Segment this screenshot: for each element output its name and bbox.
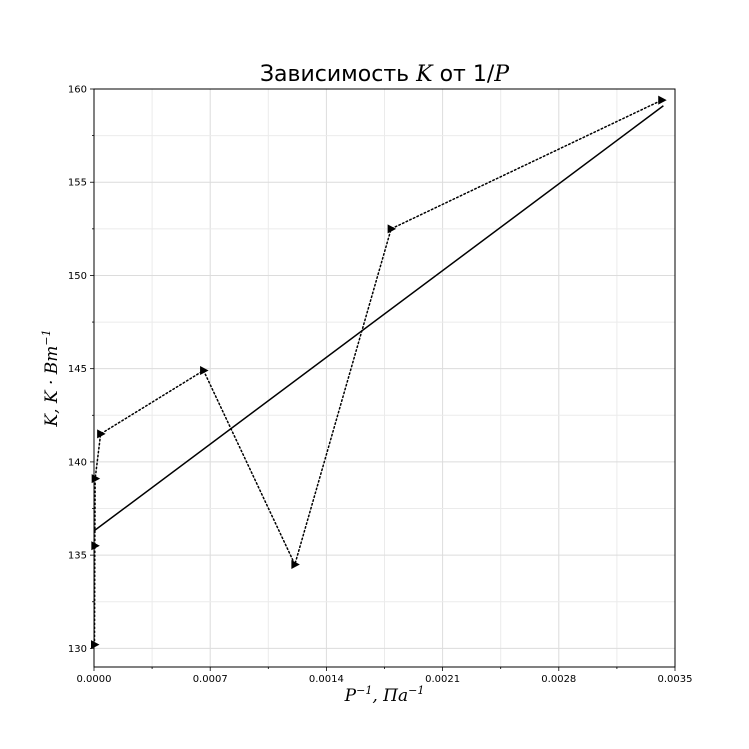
grid bbox=[93, 88, 676, 667]
plot-series bbox=[90, 95, 667, 650]
x-tick-label: 0.0014 bbox=[309, 674, 344, 685]
data-line bbox=[93, 99, 663, 646]
axis-ticks: 0.0000 0.0007 0.0014 0.0021 0.0028 0.0035 130 1… bbox=[68, 85, 693, 686]
data-point-marker bbox=[387, 224, 397, 234]
data-point-marker bbox=[291, 559, 300, 569]
fit-line bbox=[93, 105, 664, 532]
plot-frame bbox=[93, 88, 676, 668]
chart-title: Зависимость K от 1/P bbox=[259, 62, 510, 87]
y-tick-label: 150 bbox=[68, 271, 87, 282]
x-tick-label: 0.0021 bbox=[425, 674, 460, 685]
data-point-marker bbox=[91, 541, 100, 551]
y-tick-label: 140 bbox=[68, 457, 87, 468]
data-point-marker bbox=[200, 366, 209, 376]
y-tick-label: 135 bbox=[68, 551, 87, 562]
y-tick-label: 155 bbox=[68, 178, 87, 189]
x-tick-label: 0.0007 bbox=[193, 674, 228, 685]
x-axis-label: P−1, Па−1 bbox=[344, 684, 425, 706]
y-tick-label: 145 bbox=[68, 364, 87, 375]
y-tick-label: 160 bbox=[68, 85, 87, 96]
y-tick-label: 130 bbox=[68, 644, 87, 655]
x-tick-label: 0.0000 bbox=[77, 674, 112, 685]
data-point-marker bbox=[97, 429, 106, 439]
y-axis-label: K, K · Вт−1 bbox=[40, 329, 62, 427]
data-point-marker bbox=[90, 640, 100, 650]
x-tick-label: 0.0035 bbox=[658, 674, 693, 685]
data-point-marker bbox=[658, 95, 667, 105]
x-tick-label: 0.0028 bbox=[541, 674, 576, 685]
